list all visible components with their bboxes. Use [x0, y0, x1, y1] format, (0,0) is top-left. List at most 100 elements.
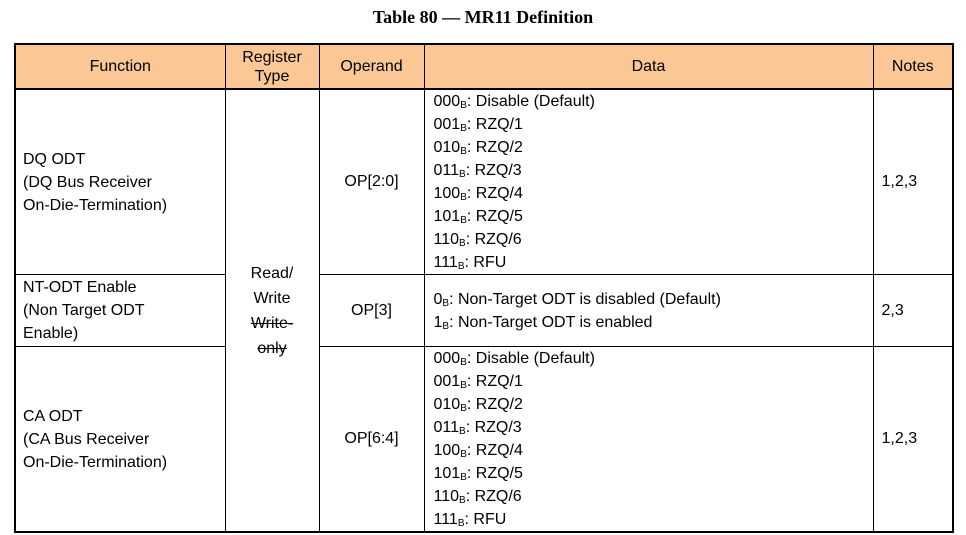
binary-base-subscript: B: [460, 357, 467, 368]
bits-value: 111: [433, 511, 458, 528]
header-data: Data: [423, 43, 874, 90]
data-description: : Disable (Default): [466, 93, 595, 110]
data-line: 111B: RFU: [434, 508, 873, 531]
bits-value: 010: [433, 396, 461, 413]
bits-value: 101: [433, 208, 461, 225]
bits-value: 100: [433, 185, 461, 202]
binary-base-subscript: B: [460, 100, 467, 111]
header-row: Function Register Type Operand Data Note…: [14, 43, 954, 90]
data-description: : RZQ/1: [466, 373, 523, 390]
function-line: CA ODT: [23, 407, 83, 425]
table-row: DQ ODT (DQ Bus Receiver On-Die-Termination…: [14, 88, 954, 533]
data-cell: 0B: Non-Target ODT is disabled (Default)…: [423, 274, 874, 347]
notes-cell: 1,2,3: [872, 88, 954, 275]
register-type-line: Write: [253, 289, 291, 307]
data-line: 101B: RZQ/5: [434, 462, 873, 485]
function-line: On-Die-Termination): [23, 196, 168, 214]
data-description: : RZQ/2: [466, 139, 523, 156]
binary-base-subscript: B: [460, 192, 467, 203]
function-cell: CA ODT (CA Bus Receiver On-Die-Termination…: [14, 346, 226, 533]
data-line: 110B: RZQ/6: [434, 228, 873, 251]
data-description: : RZQ/2: [466, 396, 523, 413]
function-cell: NT-ODT Enable (Non Target ODT Enable): [14, 274, 226, 347]
data-description: : RZQ/4: [466, 185, 523, 202]
function-line: (DQ Bus Receiver: [23, 173, 152, 191]
binary-base-subscript: B: [460, 215, 467, 226]
operand-cell: OP[2:0]: [318, 88, 425, 275]
binary-base-subscript: B: [460, 380, 467, 391]
bits-value: 011: [433, 162, 460, 179]
binary-base-subscript: B: [459, 495, 466, 506]
data-description: : RZQ/3: [465, 162, 522, 179]
data-description: : Non-Target ODT is disabled (Default): [449, 290, 721, 308]
bits-value: 1: [433, 313, 443, 331]
table-row: NT-ODT Enable (Non Target ODT Enable) OP[3]…: [14, 274, 954, 347]
binary-base-subscript: B: [460, 403, 467, 414]
bits-value: 000: [433, 93, 461, 110]
function-line: On-Die-Termination): [23, 453, 168, 471]
data-line: 000B: Disable (Default): [434, 347, 873, 370]
data-line: 010B: RZQ/2: [434, 393, 873, 416]
register-type-struck-line: Write-: [250, 314, 294, 332]
function-line: NT-ODT Enable: [23, 279, 137, 296]
data-cell: 000B: Disable (Default) 001B: RZQ/1 010B: …: [423, 346, 874, 533]
bits-value: 011: [433, 419, 460, 436]
data-line: 111B: RFU: [434, 251, 873, 274]
bits-value: 110: [433, 488, 460, 505]
operand-cell: OP[6:4]: [318, 346, 425, 533]
data-line: 101B: RZQ/5: [434, 205, 873, 228]
binary-base-subscript: B: [442, 320, 450, 332]
header-register-type: Register Type: [224, 43, 320, 90]
data-line: 001B: RZQ/1: [434, 113, 873, 136]
table-title: Table 80 — MR11 Definition: [372, 7, 594, 27]
data-cell: 000B: Disable (Default) 001B: RZQ/1 010B: …: [423, 88, 874, 275]
data-line: 0B: Non-Target ODT is disabled (Default): [434, 288, 873, 311]
header-function: Function: [14, 43, 226, 90]
data-line: 1B: Non-Target ODT is enabled: [434, 311, 873, 334]
data-description: : Non-Target ODT is enabled: [449, 313, 653, 331]
data-description: : RZQ/5: [466, 208, 523, 225]
binary-base-subscript: B: [459, 238, 466, 249]
bits-value: 100: [433, 442, 461, 459]
data-description: : RZQ/3: [465, 419, 522, 436]
data-description: : RFU: [464, 511, 507, 528]
data-line: 100B: RZQ/4: [434, 182, 873, 205]
binary-base-subscript: B: [459, 169, 466, 180]
function-line: Enable): [23, 325, 79, 342]
notes-cell: 1,2,3: [872, 346, 954, 533]
function-line: DQ ODT: [23, 150, 86, 168]
bits-value: 001: [433, 373, 461, 390]
bits-value: 000: [433, 350, 461, 367]
header-notes: Notes: [872, 43, 954, 90]
function-line: (CA Bus Receiver: [23, 430, 150, 448]
data-line: 110B: RZQ/6: [434, 485, 873, 508]
bits-value: 101: [433, 465, 461, 482]
data-description: : RZQ/1: [466, 116, 523, 133]
table-row: CA ODT (CA Bus Receiver On-Die-Termination…: [14, 346, 954, 533]
binary-base-subscript: B: [442, 297, 450, 309]
register-type-cell: Read/Write Write-only: [224, 88, 320, 533]
bits-value: 0: [433, 290, 443, 308]
data-description: : RZQ/6: [465, 231, 522, 248]
bits-value: 010: [433, 139, 461, 156]
header-operand: Operand: [318, 43, 425, 90]
data-line: 001B: RZQ/1: [434, 370, 873, 393]
data-line: 000B: Disable (Default): [434, 90, 873, 113]
binary-base-subscript: B: [460, 449, 467, 460]
operand-cell: OP[3]: [318, 274, 425, 347]
data-line: 011B: RZQ/3: [434, 159, 873, 182]
data-line: 010B: RZQ/2: [434, 136, 873, 159]
table-body: DQ ODT (DQ Bus Receiver On-Die-Termination…: [14, 88, 954, 533]
mr11-definition-table: Function Register Type Operand Data Note…: [14, 43, 954, 533]
binary-base-subscript: B: [460, 146, 467, 157]
data-description: : RFU: [464, 254, 507, 271]
register-type-struck-line: only: [257, 339, 287, 357]
register-type-line: Read/: [250, 264, 294, 282]
bits-value: 001: [433, 116, 461, 133]
notes-cell: 2,3: [872, 274, 954, 347]
data-description: : RZQ/5: [466, 465, 523, 482]
data-line: 011B: RZQ/3: [434, 416, 873, 439]
bits-value: 111: [433, 254, 458, 271]
binary-base-subscript: B: [460, 123, 467, 134]
data-description: : Disable (Default): [466, 350, 595, 367]
